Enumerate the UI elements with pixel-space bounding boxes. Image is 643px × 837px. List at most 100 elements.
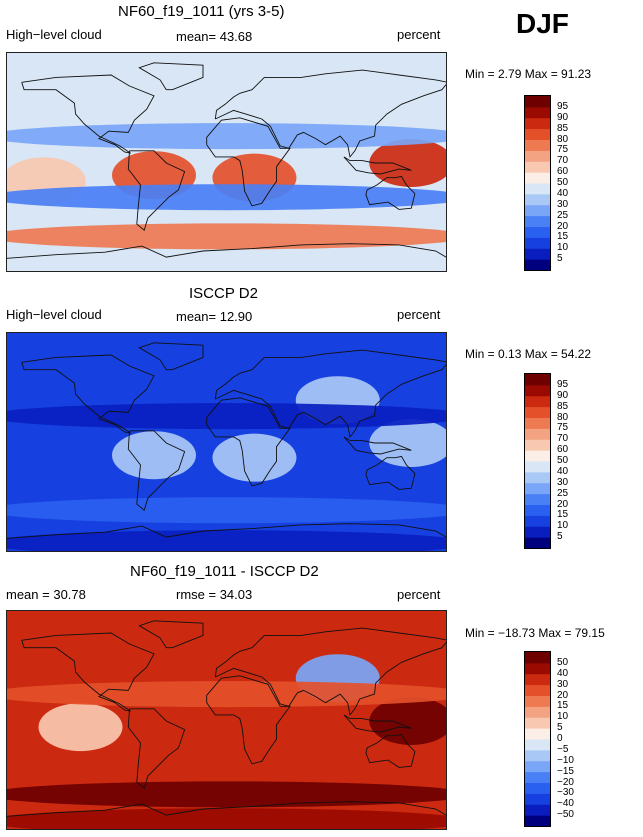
colorbar-swatch	[525, 771, 550, 783]
region-tropical-western-pacific	[369, 697, 446, 745]
coastline-2	[206, 397, 291, 487]
region-subtropics-nh-	[7, 123, 446, 150]
colorbar-tick-label: 20	[557, 498, 569, 510]
coastline-7	[343, 156, 412, 175]
colorbar-swatch	[525, 237, 550, 249]
colorbar-swatch	[525, 450, 550, 462]
coastline-5	[7, 801, 446, 817]
colorbar-swatch	[525, 161, 550, 173]
panel-3-title: NF60_f19_1011 - ISCCP D2	[130, 563, 319, 580]
colorbar-tick-label: 30	[557, 198, 569, 210]
colorbar-swatch	[525, 395, 550, 408]
region-subtropics	[7, 681, 446, 708]
panel-2-minmax: Min = 0.13 Max = 54.22	[465, 347, 592, 361]
colorbar-tick-label: 15	[557, 509, 569, 521]
colorbar-tick-label: 0	[557, 733, 563, 744]
colorbar-tick-label: 5	[557, 722, 563, 734]
colorbar-tick-label: −10	[557, 754, 574, 766]
coastline-6	[138, 342, 204, 371]
colorbar-swatch	[525, 374, 550, 386]
coastline-2	[206, 675, 291, 765]
coastline-0	[21, 632, 155, 712]
panel-3-minmax: Min = −18.73 Max = 79.15	[465, 626, 605, 640]
panel-2-map	[6, 332, 447, 552]
colorbar-swatch	[525, 128, 550, 140]
colorbar-tick-label: 10	[557, 520, 569, 532]
colorbar-tick-label: −20	[557, 776, 574, 788]
panel-3-colorbar	[524, 651, 551, 827]
panel-3-map	[6, 610, 447, 830]
colorbar-swatch	[525, 684, 550, 696]
colorbar-tick-label: 40	[557, 667, 569, 679]
colorbar-swatch	[525, 815, 550, 826]
region-antarctica	[7, 530, 446, 551]
colorbar-tick-label: 30	[557, 476, 569, 488]
coastline-3	[214, 349, 446, 438]
panel-1-mean: mean= 43.68	[176, 29, 253, 44]
region-antarctica	[7, 250, 446, 271]
colorbar-swatch	[525, 96, 550, 108]
coastline-6	[138, 620, 204, 649]
colorbar-tick-label: 50	[557, 455, 569, 466]
colorbar-tick-label: −5	[557, 743, 569, 755]
coastline-1	[127, 150, 186, 231]
colorbar-tick-label: 70	[557, 433, 569, 445]
map-svg	[7, 53, 446, 271]
region-equatorial-pacific	[38, 703, 123, 752]
panel-3-units: percent	[397, 587, 441, 602]
colorbar-svg	[525, 96, 550, 270]
colorbar-swatch	[525, 117, 550, 130]
colorbar-swatch	[525, 673, 550, 686]
region-southern-ocean	[7, 781, 446, 808]
colorbar-swatch	[525, 717, 550, 729]
region-antarctica	[7, 808, 446, 829]
colorbar-tick-label: 20	[557, 220, 569, 232]
panel-1-units: percent	[397, 27, 441, 42]
colorbar-swatch	[525, 471, 550, 484]
colorbar-swatch	[525, 695, 550, 707]
colorbar-tick-label: 10	[557, 711, 569, 723]
colorbar-tick-label: 25	[557, 487, 569, 499]
colorbar-swatch	[525, 515, 550, 527]
colorbar-swatch	[525, 439, 550, 451]
map-svg	[7, 611, 446, 829]
panel-2-units: percent	[397, 307, 441, 322]
colorbar-swatch	[525, 428, 550, 440]
colorbar-swatch	[525, 804, 550, 816]
colorbar-swatch	[525, 139, 550, 151]
colorbar-tick-label: 70	[557, 155, 569, 167]
panel-1-left-label: High−level cloud	[6, 27, 102, 42]
colorbar-swatch	[525, 150, 550, 162]
colorbar-swatch	[525, 749, 550, 762]
coastline-3	[214, 627, 446, 716]
colorbar-tick-label: 40	[557, 187, 569, 199]
coastline-0	[21, 74, 155, 154]
colorbar-tick-label: 85	[557, 400, 569, 412]
colorbar-svg	[525, 374, 550, 548]
colorbar-tick-label: 40	[557, 465, 569, 477]
coastline-5	[7, 243, 446, 259]
colorbar-swatch	[525, 259, 550, 270]
colorbar-swatch	[525, 406, 550, 418]
colorbar-tick-label: 95	[557, 378, 569, 390]
colorbar-swatch	[525, 172, 550, 184]
colorbar-tick-label: 80	[557, 411, 569, 423]
panel-1-colorbar	[524, 95, 551, 271]
colorbar-swatch	[525, 106, 550, 119]
panel-3-mean: mean = 30.78	[6, 587, 86, 602]
region-subtropics	[7, 403, 446, 430]
coastline-0	[21, 354, 155, 434]
colorbar-tick-label: 20	[557, 689, 569, 701]
region-africa	[212, 433, 297, 482]
colorbar-tick-label: 75	[557, 422, 569, 434]
colorbar-swatch	[525, 183, 550, 195]
panel-2-title: ISCCP D2	[189, 285, 258, 302]
colorbar-swatch	[525, 461, 550, 473]
panel-3-rmse: rmse = 34.03	[176, 587, 253, 602]
coastline-6	[138, 62, 204, 91]
colorbar-swatch	[525, 706, 550, 718]
colorbar-tick-label: −15	[557, 765, 574, 777]
colorbar-tick-label: 80	[557, 133, 569, 145]
colorbar-tick-label: 25	[557, 209, 569, 221]
colorbar-swatch	[525, 248, 550, 260]
